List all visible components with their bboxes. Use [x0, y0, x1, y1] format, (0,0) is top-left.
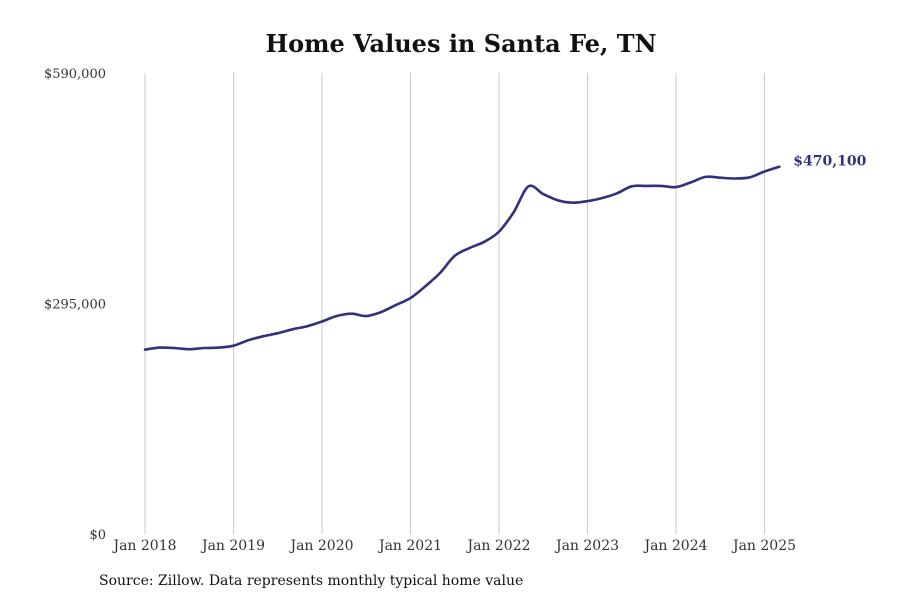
- x-tick-label: Jan 2020: [288, 538, 353, 554]
- x-tick-label: Jan 2025: [731, 538, 796, 554]
- x-tick-label: Jan 2023: [554, 538, 619, 554]
- y-tick-label: $0: [89, 528, 106, 543]
- chart-title: Home Values in Santa Fe, TN: [265, 29, 656, 58]
- y-tick-label: $295,000: [44, 298, 106, 313]
- y-tick-label: $590,000: [44, 67, 106, 82]
- grid-layer: [144, 73, 765, 534]
- end-value-label: $470,100: [793, 154, 866, 170]
- y-axis: $0 $295,000 $590,000: [44, 67, 106, 543]
- x-axis: Jan 2018 Jan 2019 Jan 2020 Jan 2021 Jan 2022…: [111, 538, 796, 554]
- source-note: Source: Zillow. Data represents monthly …: [99, 573, 524, 589]
- x-tick-label: Jan 2024: [642, 538, 707, 554]
- x-tick-label: Jan 2021: [377, 538, 442, 554]
- x-tick-label: Jan 2018: [111, 538, 176, 554]
- series-line-home-value: [143, 165, 781, 351]
- x-tick-label: Jan 2022: [465, 538, 530, 554]
- x-tick-label: Jan 2019: [200, 538, 265, 554]
